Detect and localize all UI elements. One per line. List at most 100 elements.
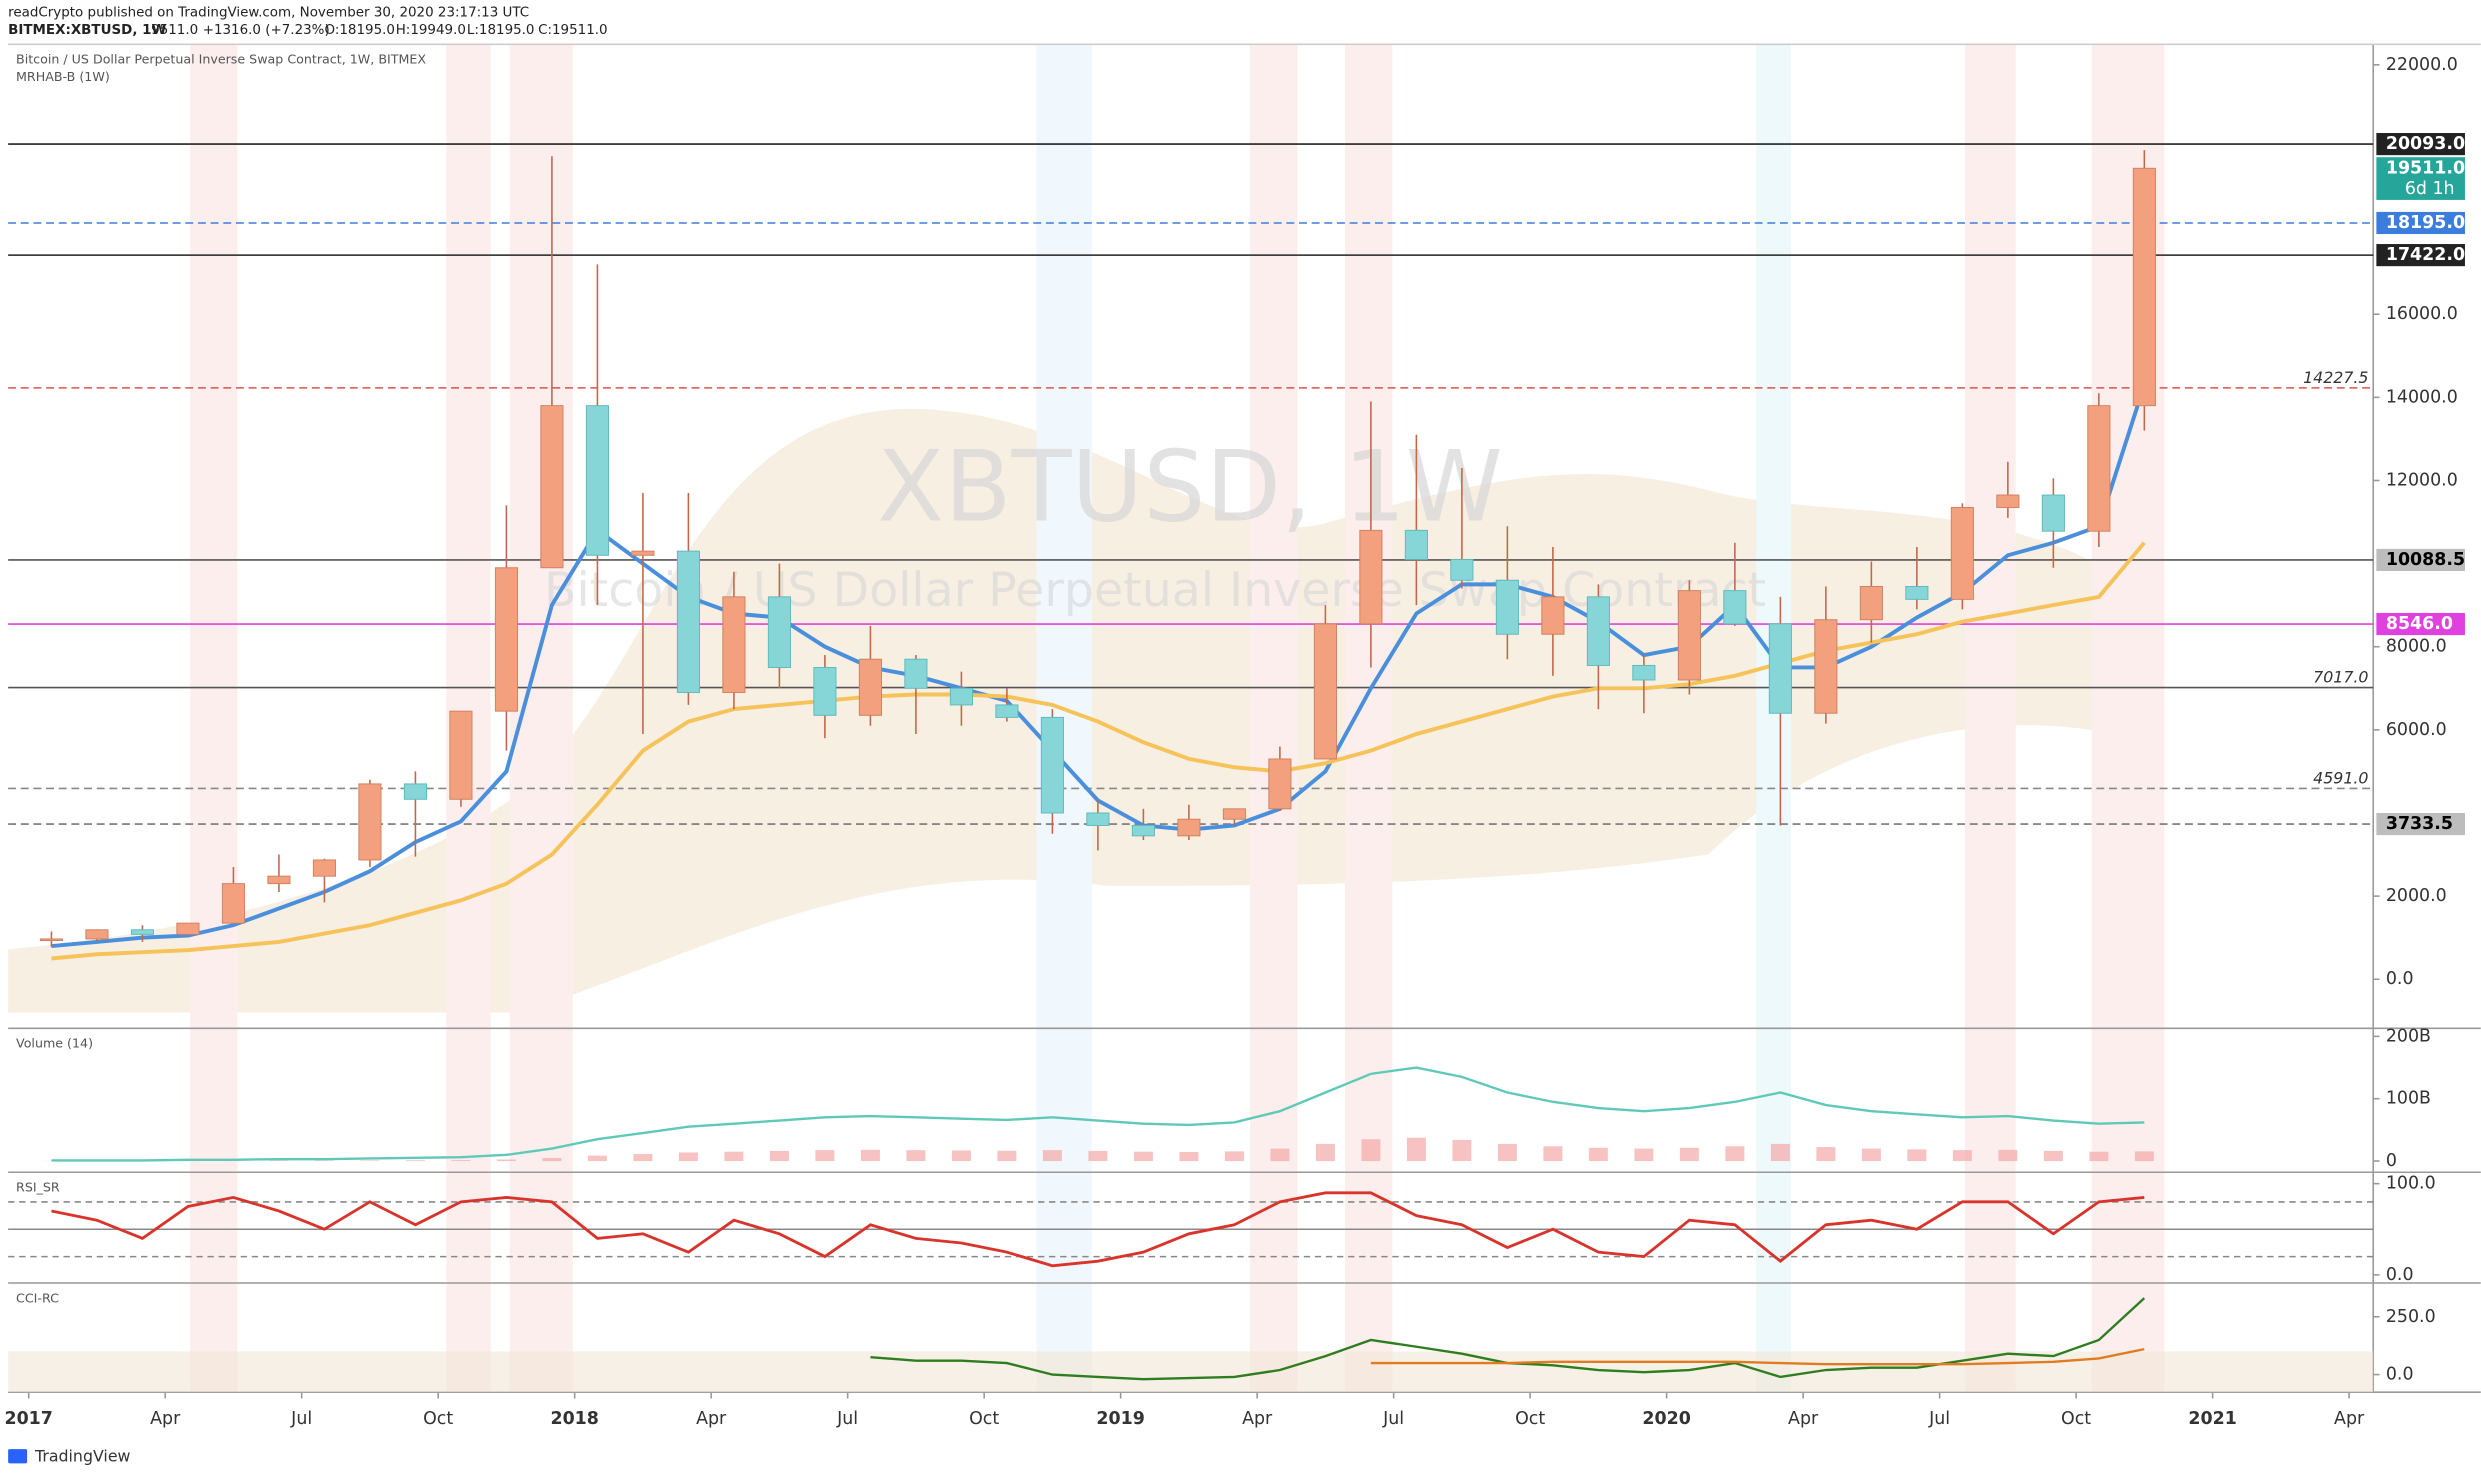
x-tick-label: Apr (696, 1409, 727, 1429)
candle-body (813, 667, 837, 716)
volume-bar (360, 1160, 380, 1162)
candle-body (1814, 619, 1838, 714)
y-tick-label: 2000.0 (2386, 886, 2447, 906)
candle-body (2132, 167, 2156, 407)
candle-body (312, 859, 336, 877)
y-tick-label: 12000.0 (2386, 470, 2458, 490)
volume-bar (1952, 1150, 1972, 1162)
x-tick-label: Oct (2061, 1409, 2091, 1429)
cci-title: CCI-RC (16, 1290, 59, 1305)
y-tick-label: 0.0 (2386, 1365, 2414, 1385)
chart-title: Bitcoin / US Dollar Perpetual Inverse Sw… (16, 52, 426, 67)
candle-body (767, 596, 791, 668)
level-label: 4591.0 (2313, 768, 2368, 787)
candle-body (1495, 579, 1519, 635)
volume-bar (587, 1155, 607, 1162)
x-tick-label: 2019 (1096, 1409, 1144, 1429)
volume-bar (1770, 1143, 1790, 1162)
candle-body (1359, 529, 1383, 625)
last-price: 19511.0 (143, 23, 199, 38)
candle-body (1996, 494, 2020, 508)
level-tag (2376, 548, 2465, 571)
brand: TradingView (34, 1447, 131, 1466)
x-tick-label: Jul (1382, 1409, 1404, 1429)
candle-body (631, 550, 655, 556)
y-tick-label: 16000.0 (2386, 304, 2458, 324)
y-tick-label: 22000.0 (2386, 55, 2458, 75)
volume-bar (405, 1160, 425, 1162)
candle-body (358, 783, 382, 861)
volume-bar (906, 1150, 926, 1162)
symbol: BITMEX:XBTUSD, 1W (8, 23, 166, 38)
rsi-title: RSI_SR (16, 1180, 60, 1195)
brand-logo (8, 1449, 28, 1464)
volume-bar (1588, 1147, 1608, 1162)
volume-average (51, 1066, 2145, 1162)
volume-bar (997, 1150, 1017, 1162)
candle-body (1541, 596, 1565, 635)
volume-bar (1406, 1137, 1426, 1162)
candle-body (1268, 758, 1292, 810)
candle-body (449, 710, 473, 800)
candle-body (904, 658, 928, 689)
x-tick-label: Oct (423, 1409, 453, 1429)
volume-bar (1133, 1151, 1153, 1162)
volume-bar (1270, 1148, 1290, 1162)
x-tick-label: Apr (150, 1409, 181, 1429)
candle-body (1950, 507, 1974, 600)
level-tag (2376, 812, 2465, 836)
level-tag (2376, 211, 2465, 235)
level-tag-label: 10088.5 (2386, 550, 2465, 570)
cci-band (8, 1351, 2374, 1393)
candle-body (1632, 664, 1656, 681)
volume-bar (1315, 1143, 1335, 1162)
volume-bar (1861, 1148, 1881, 1162)
volume-bar (1816, 1147, 1836, 1162)
watermark: XBTUSD, 1W (877, 430, 1503, 544)
indicator-label: MRHAB-B (1W) (16, 69, 110, 84)
candle-body (585, 405, 609, 556)
volume-bar (678, 1152, 698, 1162)
signal-strip (1249, 44, 1298, 1393)
candle-body (1313, 623, 1337, 760)
volume-bar (1679, 1147, 1699, 1162)
moving-average (51, 541, 2146, 961)
countdown: 6d 1h (2405, 179, 2455, 199)
candle-body (1859, 585, 1883, 621)
level-tag-label: 20093.0 (2386, 134, 2465, 154)
x-tick-label: 2017 (4, 1409, 52, 1429)
candle-body (85, 929, 109, 940)
candle-body (722, 596, 746, 693)
moving-average (51, 384, 2147, 949)
candle-body (1677, 590, 1701, 681)
price-tag (2376, 157, 2465, 200)
y-tick-label: 14000.0 (2386, 387, 2458, 407)
x-tick-label: Oct (1515, 1409, 1545, 1429)
x-tick-label: Apr (1788, 1409, 1819, 1429)
candle-body (676, 550, 700, 693)
y-tick-label: 100B (2386, 1089, 2431, 1109)
candle-body (1768, 623, 1792, 714)
x-tick-label: 2020 (1642, 1409, 1690, 1429)
rsi-line (51, 1191, 2145, 1268)
volume-bar (2089, 1151, 2109, 1162)
price-tag-label: 19511.0 (2386, 158, 2465, 178)
publisher: readCrypto published on TradingView.com,… (8, 6, 529, 21)
ohlc-high: H:19949.0 (396, 23, 466, 38)
volume-bar (1361, 1139, 1381, 1162)
y-tick-label: 100.0 (2386, 1174, 2436, 1194)
volume-bar (1179, 1152, 1199, 1162)
level-tag-label: 18195.0 (2386, 213, 2465, 233)
volume-bar (724, 1151, 744, 1162)
candle-body (949, 687, 973, 706)
x-tick-label: Jul (1928, 1409, 1950, 1429)
level-label: 7017.0 (2313, 668, 2368, 687)
x-tick-label: Oct (969, 1409, 999, 1429)
candle-body (267, 875, 291, 885)
volume-bar (496, 1159, 516, 1162)
level-label: 14227.5 (2303, 368, 2368, 387)
candle-body (1905, 585, 1929, 600)
level-tag (2376, 612, 2465, 636)
